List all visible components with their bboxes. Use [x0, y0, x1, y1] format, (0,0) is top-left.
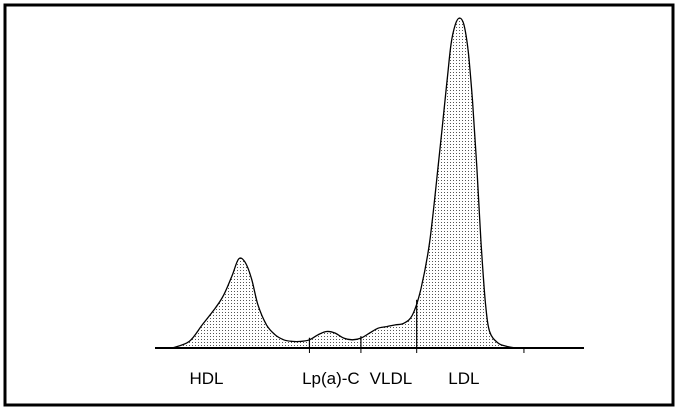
profile-line [171, 17, 516, 349]
profile-area [172, 18, 516, 348]
fraction-label-lp-a-c: Lp(a)-C [302, 369, 360, 388]
fraction-label-ldl: LDL [448, 369, 479, 388]
fraction-label-hdl: HDL [189, 369, 223, 388]
fraction-label-vldl: VLDL [370, 369, 413, 388]
